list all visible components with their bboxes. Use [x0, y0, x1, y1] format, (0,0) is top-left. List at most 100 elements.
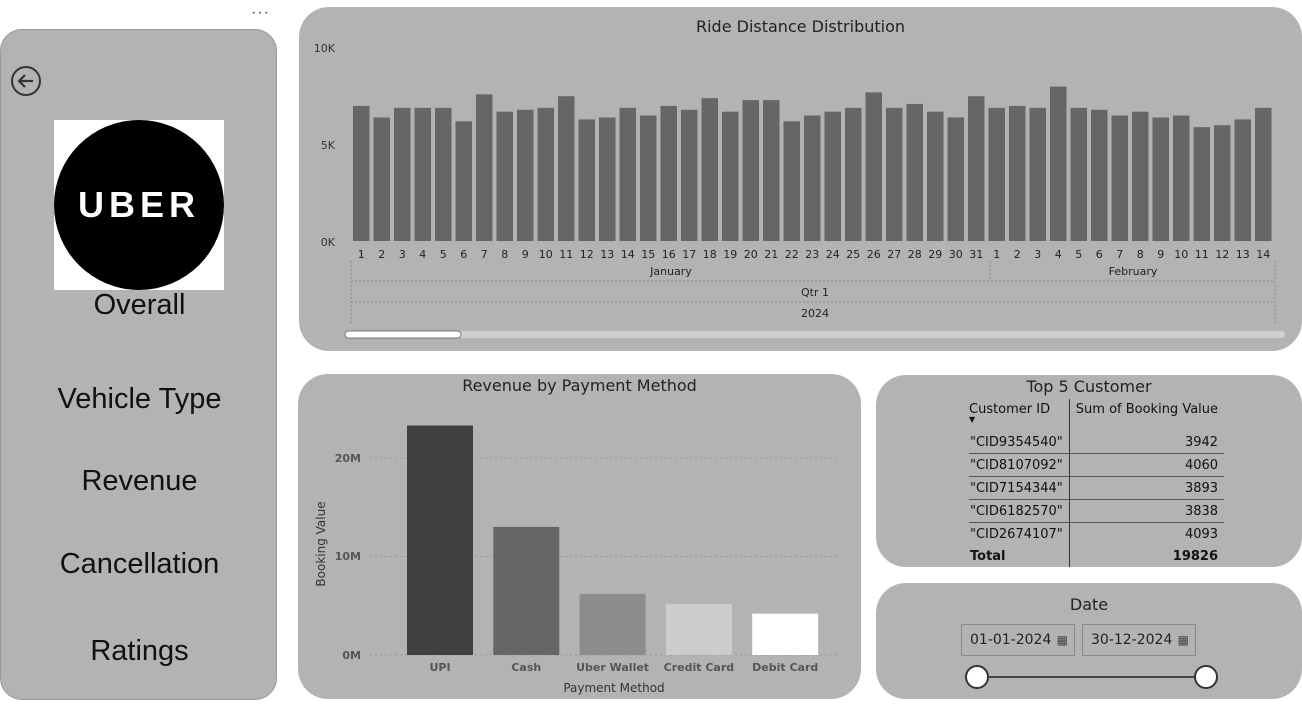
ride-distance-bar[interactable] [578, 119, 596, 241]
ride-distance-bar[interactable] [1152, 117, 1170, 241]
calendar-icon[interactable]: ▦ [1056, 633, 1068, 647]
ride-distance-bar[interactable] [947, 117, 965, 241]
x-tick-label: 18 [703, 248, 717, 261]
more-options-icon[interactable]: ··· [251, 4, 270, 21]
ride-distance-bar[interactable] [681, 109, 698, 241]
x-tick-label: 5 [440, 248, 447, 261]
ride-distance-bar[interactable] [476, 94, 493, 241]
ride-distance-bar[interactable] [927, 111, 944, 241]
ride-distance-bar[interactable] [1111, 115, 1129, 241]
ride-distance-bar[interactable] [496, 111, 514, 241]
ride-distance-bar[interactable] [599, 117, 616, 241]
y-tick-label: 10M [335, 550, 361, 563]
uber-logo-text: UBER [77, 184, 200, 225]
ride-distance-bar[interactable] [619, 107, 637, 241]
horizontal-scrollbar-thumb[interactable] [344, 330, 462, 339]
ride-distance-bar[interactable] [1050, 86, 1067, 241]
column-header-customer-id[interactable]: Customer ID ▼ [969, 399, 1070, 431]
ride-distance-bar[interactable] [988, 107, 1006, 241]
x-tick-label: 16 [662, 248, 676, 261]
ride-distance-bar[interactable] [968, 96, 985, 241]
table-row: "CID8107092" 4060 [969, 453, 1225, 477]
ride-distance-bar[interactable] [742, 100, 760, 241]
x-tick-label: 8 [1137, 248, 1144, 261]
top-customers-table: Customer ID ▼ Sum of Booking Value "CID9… [969, 399, 1225, 567]
date-range-slider-track[interactable] [976, 676, 1206, 678]
horizontal-scrollbar-track[interactable] [345, 331, 1285, 338]
calendar-icon[interactable]: ▦ [1177, 633, 1189, 647]
payment-method-bar[interactable] [752, 613, 819, 655]
ride-distance-bar[interactable] [660, 105, 678, 242]
payment-method-bar[interactable] [579, 593, 646, 655]
ride-distance-bar[interactable] [1193, 127, 1211, 241]
ride-distance-bar[interactable] [701, 98, 719, 242]
payment-method-bar[interactable] [493, 526, 560, 655]
x-tick-label: 10 [1174, 248, 1188, 261]
ride-distance-bar[interactable] [722, 111, 739, 241]
table-row: "CID2674107" 4093 [969, 522, 1224, 545]
ride-distance-bar[interactable] [414, 107, 432, 241]
nav-vehicle-type[interactable]: Vehicle Type [57, 383, 222, 415]
y-axis-title: Booking Value [314, 501, 328, 586]
ride-distance-bar[interactable] [763, 100, 780, 241]
ride-distance-bar[interactable] [886, 107, 903, 241]
top-customers-title: Top 5 Customer [1026, 377, 1152, 396]
ride-distance-bar[interactable] [1132, 111, 1149, 241]
ride-distance-bar[interactable] [1255, 107, 1272, 241]
revenue-by-payment-panel: Revenue by Payment Method 20M 10M 0M Boo… [298, 374, 861, 699]
ride-distance-bar[interactable] [558, 96, 575, 241]
ride-distance-bar[interactable] [517, 109, 534, 241]
y-tick-label: 0M [342, 649, 361, 662]
ride-distance-bar[interactable] [845, 107, 862, 241]
column-header-label: Customer ID [969, 402, 1051, 417]
x-tick-label: 28 [908, 248, 922, 261]
ride-distance-bar[interactable] [1091, 109, 1108, 241]
x-tick-label: 15 [641, 248, 655, 261]
ride-distance-bar[interactable] [640, 115, 657, 241]
start-date-input[interactable]: 01-01-2024 ▦ [961, 624, 1075, 656]
x-tick-label: 2 [378, 248, 385, 261]
payment-method-bar[interactable] [407, 425, 473, 655]
x-tick-label: 12 [1215, 248, 1229, 261]
ride-distance-bar[interactable] [1029, 107, 1047, 241]
year-label: 2024 [801, 307, 829, 320]
ride-distance-bar[interactable] [824, 111, 842, 241]
payment-method-bar[interactable] [665, 603, 732, 655]
x-tick-label: 3 [1034, 248, 1041, 261]
end-date-input[interactable]: 30-12-2024 ▦ [1082, 624, 1196, 656]
ride-distance-bar[interactable] [783, 121, 801, 241]
nav-revenue[interactable]: Revenue [81, 465, 198, 497]
ride-distance-bar[interactable] [1214, 125, 1231, 241]
ride-distance-bar[interactable] [455, 121, 473, 241]
x-tick-label: 2 [1014, 248, 1021, 261]
ride-distance-bar[interactable] [353, 105, 370, 242]
back-arrow-icon[interactable] [10, 65, 42, 97]
x-tick-label: 7 [481, 248, 488, 261]
ride-distance-bar[interactable] [1009, 105, 1026, 242]
ride-distance-bar[interactable] [435, 107, 452, 241]
ride-distance-bar[interactable] [804, 115, 821, 241]
nav-ratings[interactable]: Ratings [90, 635, 189, 667]
booking-value-cell: 3838 [1069, 499, 1225, 523]
month-label-february: February [1109, 265, 1158, 278]
date-slicer-panel: Date 01-01-2024 ▦ 30-12-2024 ▦ [876, 583, 1302, 699]
ride-distance-bar[interactable] [537, 107, 555, 241]
x-tick-label: 26 [867, 248, 881, 261]
date-range-end-handle[interactable] [1194, 665, 1218, 689]
x-tick-label: 31 [969, 248, 983, 261]
nav-cancellation[interactable]: Cancellation [59, 548, 220, 580]
customer-id-cell: "CID6182570" [969, 499, 1070, 523]
ride-distance-bar[interactable] [865, 92, 883, 241]
sort-descending-icon[interactable]: ▼ [969, 415, 976, 424]
booking-value-cell: 3893 [1069, 476, 1225, 500]
column-header-booking-value[interactable]: Sum of Booking Value [1075, 402, 1219, 417]
ride-distance-bar[interactable] [1070, 107, 1088, 241]
ride-distance-bar[interactable] [1234, 119, 1252, 241]
nav-overall[interactable]: Overall [93, 289, 186, 321]
ride-distance-bar[interactable] [373, 117, 391, 241]
date-range-start-handle[interactable] [965, 665, 989, 689]
x-tick-label: 4 [1055, 248, 1062, 261]
ride-distance-bar[interactable] [906, 103, 924, 241]
ride-distance-bar[interactable] [1173, 115, 1190, 241]
ride-distance-bar[interactable] [394, 107, 411, 241]
